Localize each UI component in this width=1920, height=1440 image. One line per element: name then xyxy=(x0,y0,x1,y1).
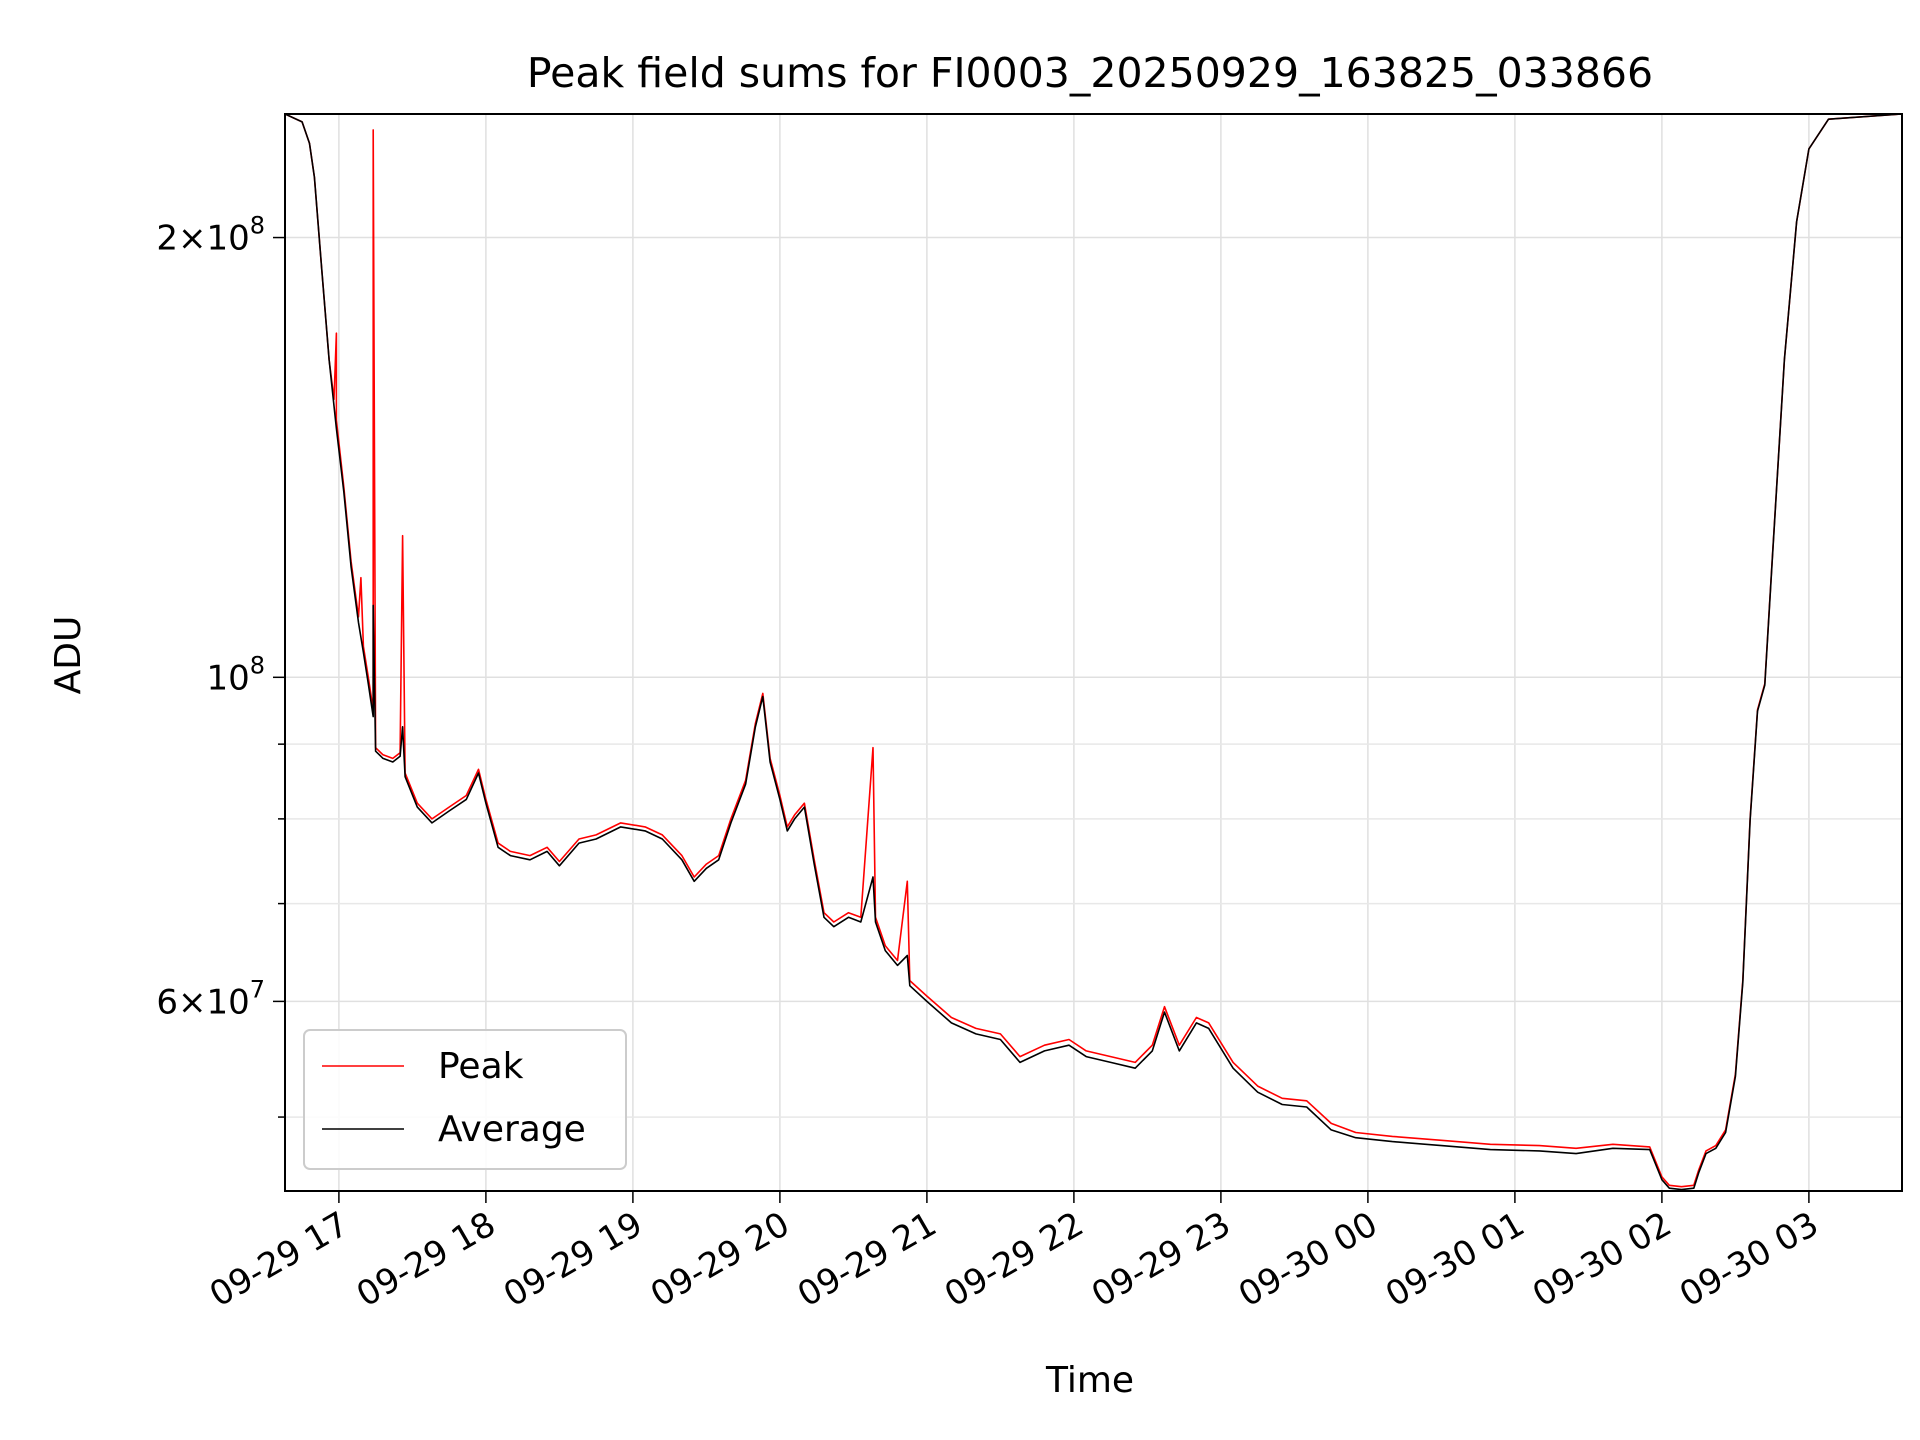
y-axis-label: ADU xyxy=(48,616,89,695)
legend-label-peak: Peak xyxy=(438,1046,524,1087)
plot-lines xyxy=(285,114,1902,1191)
series-line-peak xyxy=(285,114,1902,1188)
y-axis: 2×108 108 6×107 xyxy=(156,212,285,1118)
legend-label-average: Average xyxy=(438,1109,586,1150)
x-axis-label: Time xyxy=(1045,1360,1134,1401)
legend: Peak Average xyxy=(303,1029,627,1170)
plot-frame xyxy=(284,113,1903,1192)
y-tick-label: 108 xyxy=(206,651,265,698)
series-line-average xyxy=(285,114,1902,1191)
grid xyxy=(285,114,1902,1191)
y-tick-label: 6×107 xyxy=(156,975,265,1022)
chart-title: Peak field sums for FI0003_20250929_1638… xyxy=(527,49,1653,97)
legend-box xyxy=(303,1029,627,1170)
y-tick-label: 2×108 xyxy=(156,212,265,259)
